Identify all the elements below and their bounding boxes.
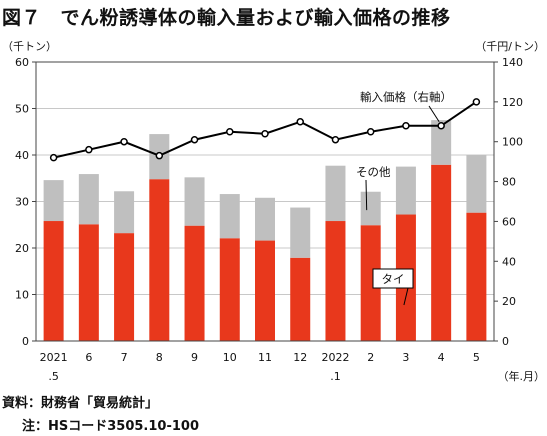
x-tick-label: 11 xyxy=(258,351,272,364)
price-point xyxy=(296,118,304,126)
legend-thai: タイ xyxy=(382,272,405,286)
x-tick-label-sub: .1 xyxy=(330,370,341,383)
labels: 0 10 20 30 40 50 60 0 20 40 60 80 100 120 140 2021 .5 6 7 8… xyxy=(2,40,545,383)
right-tick-label: 40 xyxy=(502,255,516,268)
bar-other xyxy=(255,197,275,241)
x-tick-label: 2021 xyxy=(40,351,68,364)
price-point xyxy=(155,151,164,160)
price-point xyxy=(331,135,340,144)
bar-other xyxy=(114,191,135,234)
price-point xyxy=(190,135,199,144)
bar-other xyxy=(219,194,240,239)
x-tick-label: 10 xyxy=(223,351,237,364)
right-tick-label: 60 xyxy=(502,215,516,228)
leader-price xyxy=(428,105,440,123)
chart: 0 10 20 30 40 50 60 0 20 40 60 80 100 120 140 2021 .5 6 7 8… xyxy=(2,40,545,383)
bar-thai xyxy=(114,233,135,341)
x-tick-label: 4 xyxy=(438,351,445,364)
x-tick-label: 6 xyxy=(85,351,92,364)
left-tick-label: 50 xyxy=(15,103,29,116)
right-tick-label: 120 xyxy=(502,96,523,109)
right-tick-label: 20 xyxy=(502,295,516,308)
left-tick-label: 0 xyxy=(22,335,29,348)
price-point xyxy=(472,98,481,106)
bar-thai xyxy=(325,221,346,341)
hs-code-note: 注：HSコード3505.10-100 xyxy=(22,419,199,434)
left-tick-label: 60 xyxy=(15,56,29,69)
chart-title: 図７ でん粉誘導体の輸入量および輸入価格の推移 xyxy=(2,7,451,29)
price-point xyxy=(85,145,93,154)
legend-other: その他 xyxy=(356,165,391,179)
left-tick-label: 10 xyxy=(15,289,29,302)
right-tick-label: 140 xyxy=(502,56,523,69)
x-axis-unit: （年.月） xyxy=(498,369,546,383)
right-axis-unit: （千円/トン） xyxy=(475,40,545,53)
bar-thai xyxy=(431,164,452,341)
bar-other xyxy=(78,174,99,225)
bar-thai xyxy=(360,225,381,341)
bar-other xyxy=(431,120,452,165)
price-point xyxy=(437,122,445,130)
x-tick-label: 7 xyxy=(121,351,128,364)
bar-other xyxy=(43,180,64,222)
price-point xyxy=(366,128,375,136)
left-axis-unit: （千トン） xyxy=(2,40,57,53)
price-point xyxy=(120,137,128,146)
price-point xyxy=(49,153,58,162)
right-tick-label: 80 xyxy=(502,176,516,189)
bar-other xyxy=(325,165,346,222)
legend-price: 輸入価格（右軸） xyxy=(360,90,452,104)
right-tick-label: 0 xyxy=(502,335,509,348)
x-tick-label: 9 xyxy=(191,351,198,364)
x-tick-label: 5 xyxy=(473,351,480,364)
price-point xyxy=(226,128,234,136)
bar-other xyxy=(184,177,205,226)
source-note: 資料：財務省「貿易統計」 xyxy=(2,396,159,411)
bar-thai xyxy=(78,224,99,341)
x-tick-label: 12 xyxy=(293,351,307,364)
legend-thai-box xyxy=(372,268,414,289)
bar-other xyxy=(466,155,487,213)
bar-thai xyxy=(43,221,64,341)
bar-other xyxy=(290,207,311,258)
bar-thai xyxy=(149,179,170,341)
bar-other xyxy=(360,191,381,226)
bar-thai xyxy=(290,257,311,341)
left-tick-label: 30 xyxy=(15,196,29,209)
leader-thai xyxy=(403,287,409,306)
x-tick-label-sub: .5 xyxy=(48,370,59,383)
left-tick-label: 20 xyxy=(15,242,29,255)
price-line-path xyxy=(53,101,477,159)
leader-other xyxy=(365,179,368,211)
x-tick-label: 3 xyxy=(402,351,409,364)
bar-thai xyxy=(219,238,240,341)
bars xyxy=(43,120,487,341)
price-point xyxy=(261,129,269,138)
left-tick-label: 40 xyxy=(15,149,29,162)
axes xyxy=(32,61,498,342)
price-point xyxy=(402,122,410,130)
right-tick-label: 100 xyxy=(502,136,523,149)
price-line xyxy=(49,98,481,162)
bar-thai xyxy=(184,225,205,341)
bar-thai xyxy=(255,240,275,341)
x-tick-label: 2 xyxy=(367,351,374,364)
x-tick-label: 2022 xyxy=(321,351,349,364)
bar-thai xyxy=(466,212,487,341)
bar-other xyxy=(395,166,416,215)
x-tick-label: 8 xyxy=(156,351,163,364)
